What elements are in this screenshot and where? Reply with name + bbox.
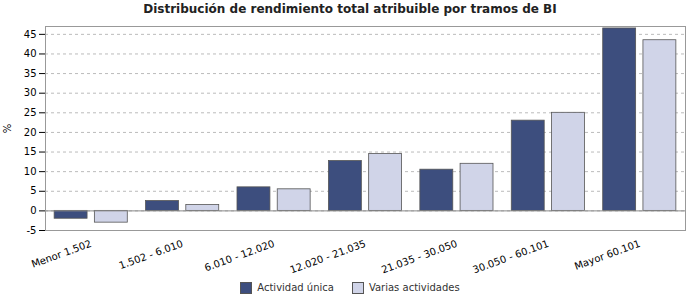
- svg-text:45: 45: [24, 29, 37, 40]
- svg-text:20: 20: [24, 127, 37, 138]
- svg-text:6.010 - 12.020: 6.010 - 12.020: [203, 238, 276, 274]
- svg-text:30.050 - 60.101: 30.050 - 60.101: [471, 238, 550, 276]
- svg-text:5: 5: [30, 185, 36, 196]
- svg-text:21.035 - 30.050: 21.035 - 30.050: [380, 238, 459, 276]
- svg-text:0: 0: [30, 205, 36, 216]
- svg-text:30: 30: [24, 87, 37, 98]
- svg-text:Mayor 60.101: Mayor 60.101: [573, 238, 642, 272]
- svg-text:15: 15: [24, 146, 37, 157]
- svg-text:40: 40: [24, 48, 37, 59]
- svg-text:35: 35: [24, 68, 37, 79]
- svg-text:25: 25: [24, 107, 37, 118]
- svg-text:1.502 - 6.010: 1.502 - 6.010: [117, 238, 184, 271]
- html-text:Distribución de rendimiento to: Distribución de rendimiento total atribu…: [143, 2, 557, 16]
- svg-text:Menor 1.502: Menor 1.502: [30, 238, 93, 270]
- svg-text:%: %: [2, 124, 13, 134]
- html-text:Actividad única: Actividad única: [257, 282, 334, 293]
- svg-text:12.020 - 21.035: 12.020 - 21.035: [288, 238, 367, 276]
- html-text:Varias actividades: Varias actividades: [368, 282, 460, 293]
- svg-text:10: 10: [24, 166, 37, 177]
- svg-text:-5: -5: [27, 225, 37, 236]
